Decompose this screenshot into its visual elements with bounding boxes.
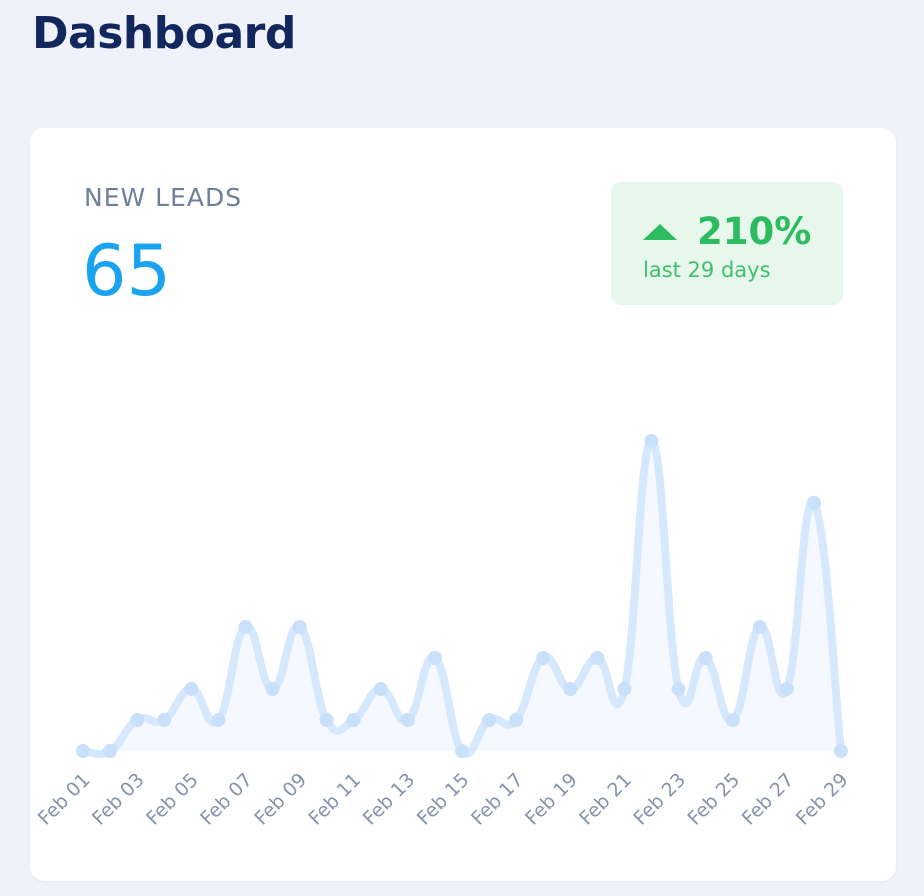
data-point-feb-07[interactable] bbox=[238, 620, 253, 634]
data-point-feb-22[interactable] bbox=[644, 434, 659, 448]
data-point-feb-25[interactable] bbox=[725, 713, 740, 727]
x-tick-label: Feb 17 bbox=[467, 769, 528, 830]
x-tick-label: Feb 25 bbox=[684, 769, 745, 830]
trend-period: last 29 days bbox=[643, 258, 771, 282]
data-point-feb-08[interactable] bbox=[265, 682, 280, 696]
data-point-feb-10[interactable] bbox=[319, 713, 334, 727]
x-tick-label: Feb 15 bbox=[413, 769, 474, 830]
trend-percent: 210% bbox=[697, 210, 812, 253]
data-point-feb-01[interactable] bbox=[76, 744, 90, 758]
data-point-feb-24[interactable] bbox=[698, 651, 713, 665]
data-point-feb-06[interactable] bbox=[211, 713, 226, 727]
x-tick-label: Feb 09 bbox=[250, 769, 311, 830]
chart-points-group bbox=[76, 434, 848, 758]
series-area bbox=[83, 441, 841, 755]
data-point-feb-02[interactable] bbox=[103, 744, 118, 758]
data-point-feb-23[interactable] bbox=[671, 682, 686, 696]
x-tick-label: Feb 01 bbox=[34, 769, 95, 830]
x-tick-label: Feb 27 bbox=[738, 769, 799, 830]
data-point-feb-17[interactable] bbox=[509, 713, 524, 727]
x-tick-label: Feb 19 bbox=[521, 769, 582, 830]
data-point-feb-04[interactable] bbox=[157, 713, 172, 727]
x-tick-label: Feb 11 bbox=[305, 769, 366, 830]
data-point-feb-18[interactable] bbox=[536, 651, 551, 665]
trend-badge: 210% last 29 days bbox=[611, 182, 843, 305]
data-point-feb-27[interactable] bbox=[779, 682, 794, 696]
chart-area-group bbox=[83, 441, 841, 755]
data-point-feb-15[interactable] bbox=[455, 744, 469, 758]
data-point-feb-03[interactable] bbox=[130, 713, 145, 727]
new-leads-card: NEW LEADS 65 210% last 29 days Feb 01 Feb… bbox=[30, 128, 896, 881]
data-point-feb-09[interactable] bbox=[292, 620, 307, 634]
data-point-feb-19[interactable] bbox=[563, 682, 578, 696]
x-tick-label: Feb 07 bbox=[196, 769, 257, 830]
data-point-feb-16[interactable] bbox=[482, 713, 497, 727]
x-tick-label: Feb 03 bbox=[88, 769, 149, 830]
series-line bbox=[79, 437, 845, 758]
data-point-feb-28[interactable] bbox=[806, 496, 821, 510]
kpi-label: NEW LEADS bbox=[84, 183, 243, 212]
page-title: Dashboard bbox=[32, 8, 296, 59]
data-point-feb-21[interactable] bbox=[617, 682, 632, 696]
data-point-feb-12[interactable] bbox=[373, 682, 388, 696]
data-point-feb-20[interactable] bbox=[590, 651, 605, 665]
data-point-feb-14[interactable] bbox=[427, 651, 442, 665]
x-tick-label: Feb 23 bbox=[629, 769, 690, 830]
data-point-feb-29[interactable] bbox=[834, 744, 848, 758]
data-point-feb-05[interactable] bbox=[184, 682, 199, 696]
kpi-value: 65 bbox=[82, 230, 172, 312]
x-tick-label: Feb 13 bbox=[359, 769, 420, 830]
x-tick-label: Feb 21 bbox=[575, 769, 636, 830]
triangle-up-icon bbox=[643, 224, 677, 240]
chart-line-group bbox=[79, 437, 845, 758]
data-point-feb-26[interactable] bbox=[752, 620, 767, 634]
x-tick-label: Feb 29 bbox=[792, 769, 853, 830]
data-point-feb-13[interactable] bbox=[400, 713, 415, 727]
x-tick-label: Feb 05 bbox=[142, 769, 203, 830]
data-point-feb-11[interactable] bbox=[346, 713, 361, 727]
